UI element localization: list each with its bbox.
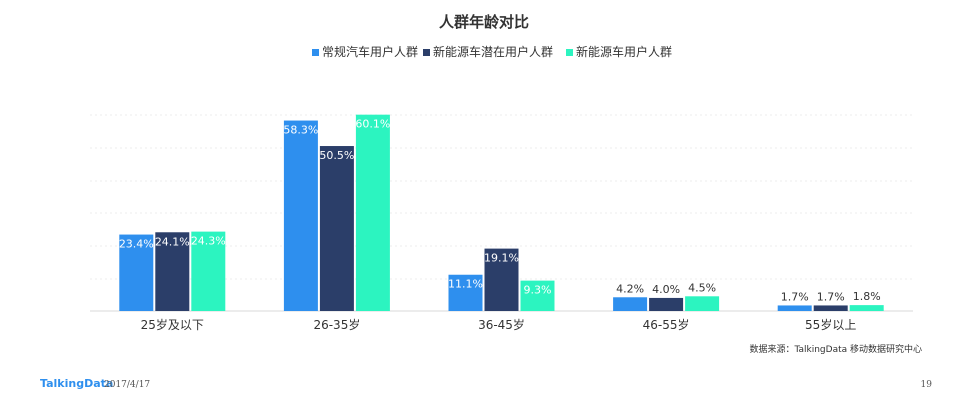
bar-2-2 — [520, 280, 555, 311]
legend-swatch-1 — [423, 49, 430, 56]
data-labels: 23.4% 24.1% 24.3% 58.3%50.5% 60.1% 11.1%19.1%… — [119, 118, 881, 304]
legend-swatch-0 — [312, 49, 319, 56]
bar-0-2 — [191, 231, 226, 311]
bar-4-2 — [849, 305, 884, 311]
legend: 常规汽车用户人群 新能源车潜在用户人群 新能源车用户人群 — [312, 44, 672, 59]
bar-1-0 — [283, 120, 318, 311]
data-label-3-2: 4.5% — [688, 281, 716, 294]
brand-logo: TalkingData — [40, 377, 113, 390]
data-label-2-2: 9.3% — [524, 284, 552, 297]
source-note: 数据来源：TalkingData 移动数据研究中心 — [749, 343, 922, 355]
data-label-3-1: 4.0% — [652, 283, 680, 296]
data-label-2-1: 19.1% — [484, 252, 519, 265]
data-label-4-1: 1.7% — [817, 290, 845, 303]
chart-title: 人群年龄对比 — [439, 13, 529, 31]
legend-label-1: 新能源车潜在用户人群 — [433, 44, 553, 59]
data-label-0-2: 24.3% — [191, 235, 226, 248]
data-label-4-0: 1.7% — [781, 290, 809, 303]
data-label-0-1: 24.1% — [155, 235, 190, 248]
data-label-1-0: 58.3% — [283, 124, 318, 137]
bar-2-0 — [448, 274, 483, 311]
data-label-4-2: 1.8% — [853, 290, 881, 303]
footer-date: 2017/4/17 — [104, 380, 150, 390]
data-label-3-0: 4.2% — [616, 282, 644, 295]
x-axis-ticks: 25岁及以下 26-35岁 36-45岁 46-55岁 55岁以上 — [141, 317, 857, 332]
bar-3-2 — [685, 296, 720, 311]
x-tick-label-4: 55岁以上 — [805, 317, 856, 332]
data-label-1-2: 60.1% — [355, 118, 390, 131]
bar-1-2 — [355, 114, 390, 311]
legend-label-2: 新能源车用户人群 — [576, 44, 672, 59]
bar-3-0 — [613, 297, 648, 311]
bar-0-0 — [119, 234, 154, 311]
bar-3-1 — [649, 297, 684, 311]
x-tick-label-0: 25岁及以下 — [141, 317, 204, 332]
legend-swatch-2 — [566, 49, 573, 56]
bars — [119, 114, 884, 311]
data-label-0-0: 23.4% — [119, 238, 154, 251]
x-tick-label-2: 36-45岁 — [478, 317, 525, 332]
x-tick-label-1: 26-35岁 — [313, 317, 360, 332]
data-label-1-1: 50.5% — [319, 149, 354, 162]
bar-1-1 — [319, 146, 354, 311]
legend-label-0: 常规汽车用户人群 — [322, 44, 418, 59]
bar-4-0 — [777, 305, 812, 311]
page-number: 19 — [921, 380, 933, 390]
x-tick-label-3: 46-55岁 — [643, 317, 690, 332]
bar-2-1 — [484, 248, 519, 311]
data-label-2-0: 11.1% — [448, 278, 483, 291]
bar-0-1 — [155, 232, 190, 311]
bar-4-1 — [813, 305, 848, 311]
